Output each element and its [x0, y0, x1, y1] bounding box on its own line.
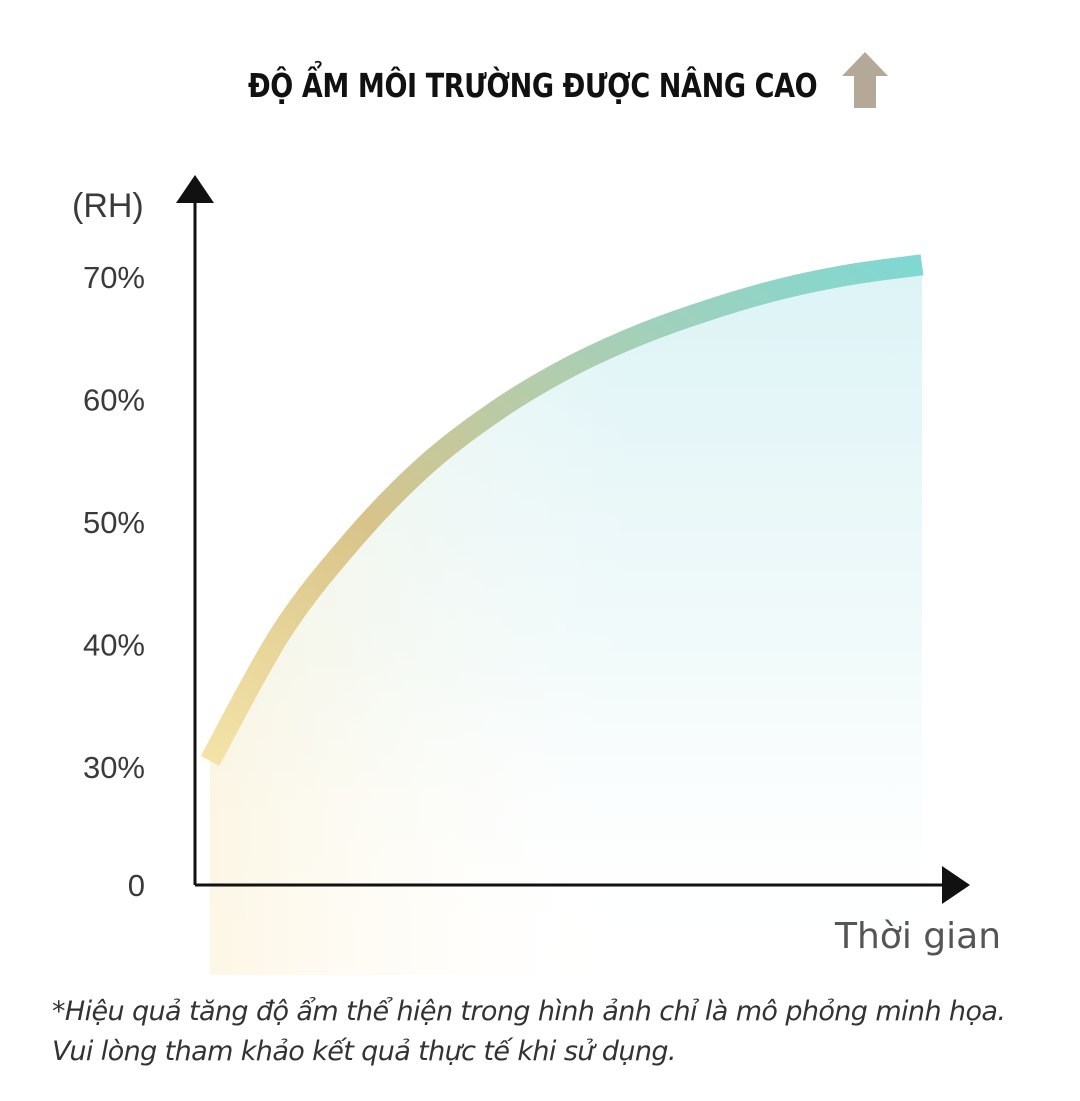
curve-fill-area: [210, 264, 922, 975]
y-tick-label: 60%: [83, 383, 145, 418]
humidity-curve-line: [200, 254, 924, 766]
x-axis-label: Thời gian: [834, 916, 1001, 957]
footnote-disclaimer: *Hiệu quả tăng độ ẩm thể hiện trong hình…: [52, 996, 1006, 1067]
up-arrow-icon: [842, 52, 888, 108]
humidity-chart: (RH) Thời gian 0 30% 40% 50% 60% 70%: [72, 175, 1001, 975]
y-tick-label: 0: [128, 868, 145, 903]
y-axis-arrowhead: [176, 175, 214, 203]
y-tick-label: 30%: [83, 750, 145, 785]
chart-title-bar: ĐỘ ẨM MÔI TRƯỜNG ĐƯỢC NÂNG CAO: [0, 58, 1080, 118]
x-axis-arrowhead: [942, 866, 970, 904]
curve-fill-horizontal: [210, 264, 922, 975]
y-axis-unit-label: (RH): [72, 187, 144, 225]
y-tick-label: 70%: [83, 260, 145, 295]
y-tick-label: 40%: [83, 628, 145, 663]
chart-title: ĐỘ ẨM MÔI TRƯỜNG ĐƯỢC NÂNG CAO: [248, 66, 818, 105]
y-tick-label: 50%: [83, 505, 145, 540]
y-tick-labels: 0 30% 40% 50% 60% 70%: [83, 260, 145, 903]
